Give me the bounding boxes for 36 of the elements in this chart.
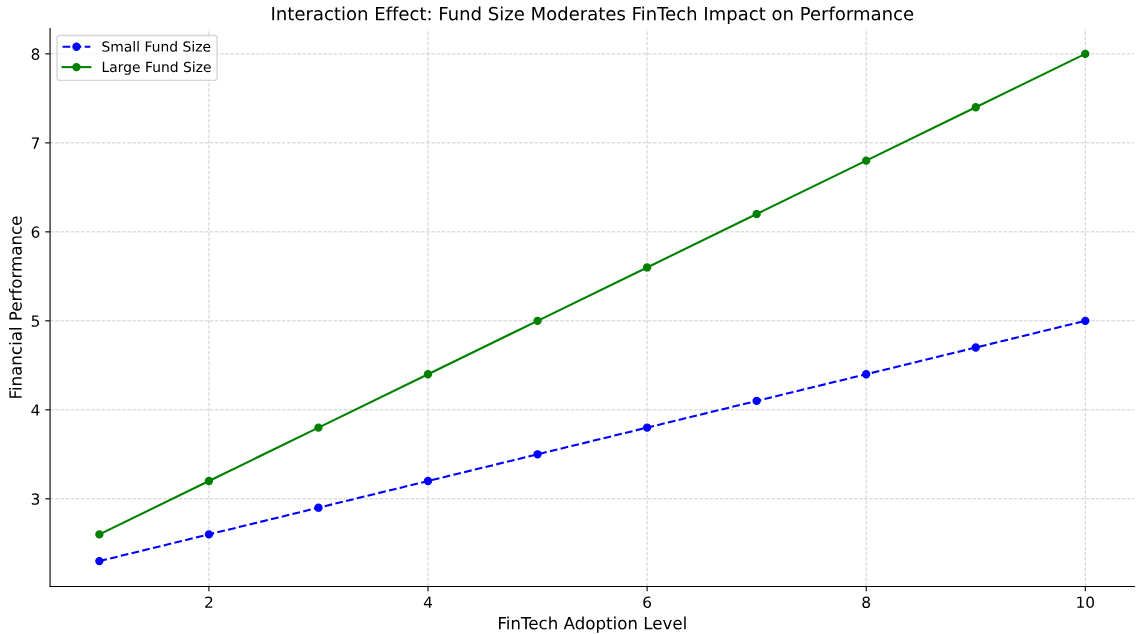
- point: [1081, 316, 1090, 326]
- y-tick-label: 3: [31, 493, 40, 505]
- x-tick-label: 8: [862, 596, 871, 608]
- point: [314, 423, 323, 432]
- point: [423, 476, 433, 486]
- y-tick-label: 5: [31, 315, 40, 327]
- y-tick-label: 4: [31, 404, 40, 416]
- point: [642, 423, 652, 432]
- point: [204, 530, 214, 539]
- legend-label: Large Fund Size: [102, 61, 211, 75]
- y-tick-label: 6: [31, 226, 40, 238]
- point: [971, 103, 980, 112]
- x-tick-label: 6: [643, 596, 651, 608]
- point: [642, 263, 652, 272]
- x-tick-label: 10: [1077, 596, 1094, 608]
- point: [204, 476, 214, 486]
- point: [314, 503, 323, 512]
- chart-title: Interaction Effect: Fund Size Moderates FinTech Impact on Performance: [272, 6, 914, 24]
- point: [862, 156, 871, 165]
- point: [533, 450, 542, 459]
- point: [533, 316, 542, 326]
- point: [95, 530, 104, 539]
- x-tick-label: 2: [205, 596, 213, 608]
- x-tick-label: 4: [423, 596, 433, 608]
- point: [423, 370, 433, 379]
- point: [95, 556, 104, 566]
- y-tick-label: 7: [31, 137, 40, 149]
- x-axis-title: FinTech Adoption Level: [499, 616, 686, 633]
- point: [752, 209, 761, 219]
- point: [862, 370, 871, 379]
- point: [752, 396, 761, 406]
- point: [1081, 49, 1090, 59]
- y-axis-title: Financial Performance: [8, 216, 22, 398]
- y-tick-label: 8: [31, 48, 40, 60]
- point: [971, 343, 980, 352]
- legend-label: Small Fund Size: [102, 41, 211, 52]
